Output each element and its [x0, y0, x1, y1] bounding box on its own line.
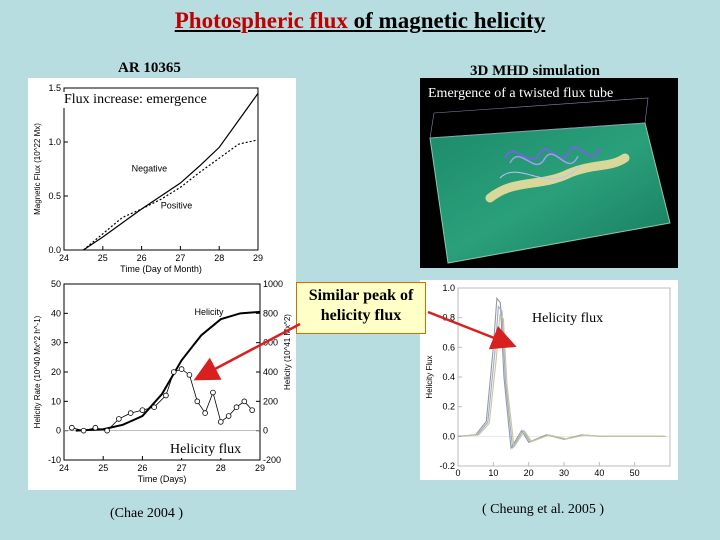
helicity-flux-right-label: Helicity flux — [530, 311, 606, 327]
x-tick-label: 29 — [255, 463, 265, 473]
x-tick-label: 27 — [177, 463, 187, 473]
plot-frame — [63, 87, 259, 251]
y-tick-label: 0.8 — [442, 313, 455, 323]
x-tick-label: 25 — [98, 253, 108, 263]
x-tick-label: 27 — [175, 253, 185, 263]
plot-frame — [63, 283, 261, 461]
y-tick-label: 0.6 — [442, 342, 455, 352]
x-tick-label: 50 — [630, 468, 640, 478]
x-axis-label: Time (Day of Month) — [120, 264, 202, 274]
y-tick-label: 1.5 — [48, 83, 61, 93]
title-part-black: of magnetic helicity — [353, 8, 546, 33]
rate-point — [104, 427, 110, 434]
rate-point — [92, 424, 99, 431]
title-part-red: Photospheric flux — [174, 8, 354, 33]
rate-point — [69, 424, 75, 431]
y-tick-label: 0.2 — [442, 402, 455, 412]
similar-peak-label: Similar peak of helicity flux — [308, 287, 414, 324]
y-tick-label: 20 — [51, 367, 61, 377]
y-tick-label: 1.0 — [48, 137, 61, 147]
x-tick-label: 24 — [59, 463, 69, 473]
rate-point — [186, 372, 193, 378]
x-tick-label: 10 — [488, 468, 498, 478]
rate-point — [194, 398, 201, 405]
citation-cheung: ( Cheung et al. 2005 ) — [482, 502, 605, 517]
twisted-flux-label: Emergence of a twisted flux tube — [428, 86, 614, 101]
mhd-label: 3D MHD simulation — [470, 63, 601, 79]
rate-point — [163, 392, 169, 399]
y-tick-label: 50 — [51, 279, 61, 289]
rate-point — [225, 413, 232, 419]
y2-tick-label: 600 — [263, 338, 278, 348]
series-line-rate — [71, 368, 253, 432]
rate-point — [80, 427, 87, 434]
flux-increase-label: Flux increase: emergence — [62, 92, 209, 108]
series-line-2 — [460, 313, 666, 449]
helicity-flux-left-label: Helicity flux — [168, 442, 244, 458]
rate-point — [127, 410, 134, 416]
series-label-helicity: Helicity — [195, 307, 225, 317]
x-tick-label: 28 — [216, 463, 226, 473]
rate-point — [151, 404, 157, 410]
y2-tick-label: 1000 — [263, 279, 283, 289]
x-tick-label: 29 — [253, 253, 263, 263]
rate-point — [249, 407, 255, 413]
series-label-positive: Positive — [161, 201, 193, 211]
y2-tick-label: 800 — [263, 308, 278, 318]
rate-point — [139, 407, 146, 413]
y-axis-label: Magnetic Flux (10^22 Mx) — [33, 123, 42, 215]
y-tick-label: 0.0 — [48, 245, 61, 255]
ar-label: AR 10365 — [118, 60, 181, 76]
citation-chae: (Chae 2004 ) — [110, 506, 184, 521]
x-tick-label: 40 — [594, 468, 604, 478]
y2-tick-label: 200 — [263, 396, 278, 406]
series-label-negative: Negative — [132, 163, 168, 173]
rate-point — [116, 416, 122, 422]
x-tick-label: 26 — [137, 463, 147, 473]
rate-point — [233, 404, 240, 410]
rate-point — [241, 398, 248, 405]
series-line-helicity — [75, 310, 261, 432]
y2-tick-label: -200 — [263, 455, 281, 465]
flux-tube-render — [429, 97, 671, 264]
x-tick-label: 0 — [455, 468, 460, 478]
x-tick-label: 25 — [98, 463, 108, 473]
rate-point — [218, 419, 224, 425]
rate-point — [170, 369, 177, 375]
page-title: Photospheric flux of magnetic helicity — [0, 8, 720, 34]
x-tick-label: 24 — [59, 253, 69, 263]
y-axis-label: Helicity Rate (10^40 Mx^2 h^-1) — [33, 315, 42, 428]
flux-chart: 24 25 26 27 28 29 0.0 0.5 1.0 1.5 Time (Day of Mon… — [28, 78, 296, 278]
y2-tick-label: 0 — [263, 426, 268, 436]
callout-box — [296, 282, 426, 334]
rate-point — [202, 410, 208, 416]
x-axis-label: Time (Days) — [138, 474, 187, 484]
y-tick-label: 40 — [51, 308, 61, 318]
x-tick-label: 28 — [214, 253, 224, 263]
mhd-simulation-image — [420, 78, 678, 268]
series-line-negative — [83, 93, 259, 251]
y2-tick-label: 400 — [263, 367, 278, 377]
sim-helicity-chart: 0 10 20 30 40 50 -0.2 0.0 0.2 0.4 0.6 0.8 1.0 Helicit… — [420, 280, 678, 480]
y-tick-label: 30 — [51, 338, 61, 348]
y-tick-label: 0.0 — [442, 431, 455, 441]
y-tick-label: 10 — [51, 396, 61, 406]
y-tick-label: -0.2 — [439, 461, 455, 471]
y-tick-label: 1.0 — [442, 283, 455, 293]
x-tick-label: 26 — [137, 253, 147, 263]
rate-point — [210, 389, 216, 396]
y2-axis-label: Helicity (10^41 Mx^2) — [283, 314, 292, 390]
helicity-chart: 24 25 26 27 28 29 -10 0 10 20 30 40 50 -200 0 200 400 600… — [28, 278, 296, 490]
y-tick-label: -10 — [48, 455, 61, 465]
y-tick-label: 0 — [56, 426, 61, 436]
x-tick-label: 20 — [524, 468, 534, 478]
rate-point — [178, 366, 185, 372]
y-tick-label: 0.4 — [442, 372, 455, 382]
y-tick-label: 0.5 — [48, 191, 61, 201]
series-line-positive — [83, 139, 259, 251]
x-tick-label: 30 — [559, 468, 569, 478]
y-axis-label: Helicity Flux — [425, 355, 434, 398]
